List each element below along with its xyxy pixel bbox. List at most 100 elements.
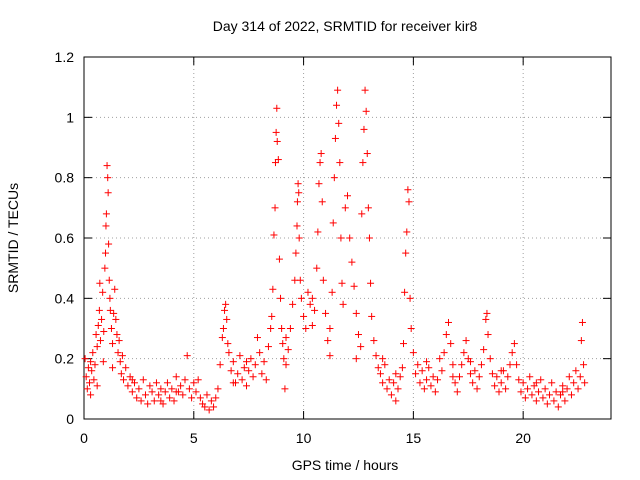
data-point (466, 370, 474, 378)
data-point (296, 276, 304, 284)
data-point (469, 379, 477, 387)
data-point (460, 349, 468, 357)
data-point (297, 294, 305, 302)
data-point (286, 325, 294, 332)
data-point (431, 388, 439, 396)
data-point (96, 279, 104, 287)
data-point (414, 361, 422, 369)
data-point (344, 192, 351, 200)
data-point (447, 340, 455, 348)
data-point (85, 379, 93, 387)
data-point (113, 331, 121, 339)
data-point (271, 204, 279, 212)
data-point (405, 198, 413, 206)
data-point (107, 325, 115, 332)
data-point (216, 361, 224, 369)
data-points (81, 86, 589, 414)
y-tick-label: 1 (66, 109, 74, 125)
data-point (328, 288, 336, 296)
data-point (493, 373, 501, 381)
data-point (294, 180, 302, 188)
data-point (179, 391, 187, 399)
data-point (401, 288, 409, 296)
data-point (326, 325, 334, 332)
data-point (458, 361, 466, 369)
data-point (550, 397, 558, 405)
data-point (218, 334, 226, 342)
x-tick-label: 10 (296, 430, 312, 446)
data-point (567, 391, 575, 399)
data-point (120, 376, 128, 384)
data-point (449, 373, 457, 381)
data-point (117, 370, 125, 378)
data-point (292, 249, 300, 257)
data-point (273, 104, 281, 112)
data-point (93, 343, 101, 351)
data-point (519, 379, 527, 387)
data-point (418, 367, 426, 375)
data-point (333, 101, 341, 109)
data-point (271, 159, 279, 167)
data-point (396, 373, 404, 381)
data-point (133, 394, 141, 402)
data-point (194, 376, 202, 384)
data-point (89, 349, 97, 357)
data-point (385, 376, 393, 384)
data-point (104, 174, 112, 182)
data-point (483, 309, 491, 317)
data-point (308, 294, 316, 302)
data-point (521, 394, 529, 402)
data-point (364, 204, 372, 212)
data-point (546, 391, 554, 399)
data-point (436, 355, 444, 363)
data-point (362, 107, 370, 115)
data-point (106, 306, 114, 314)
data-point (317, 150, 325, 158)
data-point (508, 349, 516, 357)
data-point (93, 382, 101, 390)
data-point (157, 385, 165, 393)
data-point (201, 403, 209, 411)
data-point (379, 355, 387, 363)
data-point (339, 300, 347, 308)
data-point (336, 159, 344, 167)
data-point (90, 376, 98, 384)
data-point (352, 355, 360, 363)
data-point (214, 385, 222, 393)
data-point (242, 358, 250, 366)
data-point (513, 361, 521, 369)
data-point (224, 340, 232, 348)
data-point (284, 346, 292, 354)
data-point (87, 391, 95, 399)
data-point (236, 352, 244, 360)
data-point (526, 373, 534, 381)
y-tick-label: 0.4 (55, 290, 75, 306)
data-point (262, 376, 270, 384)
data-point (128, 376, 136, 384)
data-point (101, 264, 109, 272)
data-point (146, 382, 154, 390)
data-point (221, 306, 229, 314)
y-tick-label: 0.8 (55, 170, 75, 186)
data-point (238, 376, 246, 384)
data-point (104, 189, 112, 197)
data-point (274, 156, 282, 164)
data-point (407, 325, 415, 332)
data-point (122, 364, 130, 372)
data-point (394, 385, 402, 393)
data-point (106, 294, 114, 302)
data-point (260, 358, 268, 366)
data-point (295, 234, 303, 242)
data-point (207, 397, 215, 405)
data-point (88, 367, 96, 375)
data-point (188, 394, 196, 402)
data-point (269, 285, 277, 293)
data-point (409, 349, 417, 357)
data-point (210, 403, 218, 411)
data-point (282, 334, 290, 342)
data-point (110, 309, 118, 317)
data-point (139, 376, 147, 384)
data-point (352, 309, 360, 317)
data-point (124, 382, 132, 390)
